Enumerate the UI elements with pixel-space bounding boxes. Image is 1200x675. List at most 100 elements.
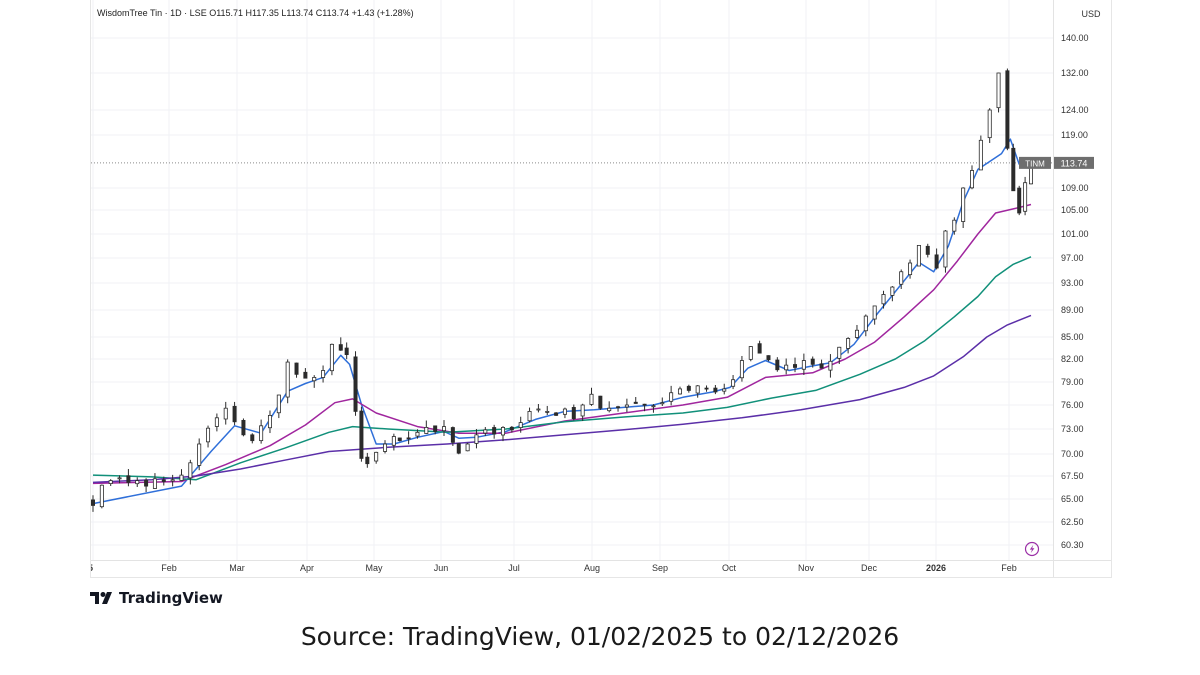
candle-body <box>633 401 638 404</box>
candlestick <box>660 397 665 406</box>
candlestick <box>562 407 567 419</box>
candlestick <box>321 365 326 383</box>
candlestick <box>863 314 868 337</box>
candlestick <box>144 478 149 493</box>
y-tick-label: 97.00 <box>1061 253 1084 263</box>
candle-body <box>731 379 736 387</box>
candle-body <box>259 425 264 442</box>
candlestick <box>713 384 718 395</box>
candle-body <box>374 451 379 462</box>
candle-body <box>267 414 272 429</box>
candle-body <box>872 305 877 320</box>
y-tick-label: 140.00 <box>1061 33 1089 43</box>
y-tick-label: 109.00 <box>1061 183 1089 193</box>
candlestick <box>607 401 612 413</box>
y-tick-label: 101.00 <box>1061 229 1089 239</box>
candle-body <box>518 422 523 428</box>
candlestick <box>695 385 700 398</box>
y-tick-label: 119.00 <box>1061 130 1088 140</box>
candlestick <box>837 346 842 364</box>
candle-body <box>152 478 157 489</box>
candlestick <box>259 419 264 444</box>
candle-body <box>527 410 532 422</box>
candle-body <box>415 431 420 437</box>
candle-body <box>846 338 851 349</box>
candle-body <box>483 429 488 434</box>
candle-body <box>1005 70 1010 149</box>
y-tick-label: 65.00 <box>1061 494 1084 504</box>
candlestick <box>303 368 308 379</box>
moving-average-line <box>92 256 1032 481</box>
x-tick-label: Nov <box>798 563 815 573</box>
candle-body <box>987 109 992 139</box>
candle-body <box>108 480 113 485</box>
candlestick <box>483 427 488 436</box>
price-chart[interactable]: 140.00 132.00 124.00 119.00 109.00 105.00 101.… <box>91 0 1111 577</box>
candlestick <box>925 243 930 258</box>
candle-body <box>1017 187 1022 214</box>
chart-area[interactable]: 140.00 132.00 124.00 119.00 109.00 105.00 101.… <box>90 0 1112 578</box>
candlestick <box>353 351 358 416</box>
candle-body <box>338 344 343 351</box>
candle-body <box>624 404 629 408</box>
candle-body <box>580 404 585 417</box>
y-tick-label: 89.00 <box>1061 305 1084 315</box>
x-tick-label: Aug <box>584 563 600 573</box>
candle-body <box>91 499 95 506</box>
candlestick <box>757 340 762 354</box>
candlestick <box>801 353 806 376</box>
candle-body <box>916 244 921 267</box>
candle-body <box>344 347 349 355</box>
candle-body <box>241 419 246 436</box>
x-tick-label: Oct <box>722 563 737 573</box>
candlestick <box>908 259 913 279</box>
x-tick-label: Jun <box>434 563 449 573</box>
candle-body <box>704 387 709 390</box>
candle-body <box>908 262 913 276</box>
x-tick-label: Jul <box>508 563 520 573</box>
candlestick <box>206 425 211 448</box>
candlestick <box>651 404 656 413</box>
candle-body <box>943 230 948 268</box>
candle-body <box>117 477 122 480</box>
candlestick <box>943 230 948 273</box>
candle-body <box>677 388 682 395</box>
candle-body <box>456 443 461 454</box>
candlestick <box>996 72 1001 113</box>
candle-body <box>232 405 237 423</box>
candlestick <box>433 425 438 435</box>
candlestick <box>766 355 771 362</box>
candlestick <box>267 410 272 434</box>
brand-name: TradingView <box>119 589 223 607</box>
candlestick <box>518 416 523 433</box>
candle-body <box>571 407 576 419</box>
candle-body <box>961 187 966 222</box>
candle-body <box>545 410 550 413</box>
candle-body <box>170 479 175 482</box>
candle-body <box>660 402 665 405</box>
candle-body <box>890 286 895 296</box>
candle-body <box>406 437 411 440</box>
candlestick <box>616 405 621 412</box>
source-caption: Source: TradingView, 01/02/2025 to 02/12… <box>300 622 900 651</box>
candle-body <box>739 360 744 379</box>
candlestick <box>108 479 113 487</box>
candlestick <box>704 385 709 392</box>
y-tick-label: 93.00 <box>1061 278 1084 288</box>
candle-body <box>1023 182 1028 212</box>
lightning-icon[interactable] <box>1024 541 1040 557</box>
candlestick <box>197 438 202 471</box>
candlestick <box>1017 185 1022 216</box>
candle-body <box>214 417 219 427</box>
candlestick <box>276 394 281 419</box>
candlestick <box>624 398 629 413</box>
currency-label[interactable]: USD <box>1081 9 1101 19</box>
candlestick <box>731 374 736 390</box>
candle-body <box>144 479 149 487</box>
candle-body <box>359 410 364 459</box>
candlestick <box>338 337 343 351</box>
candlestick <box>961 187 966 228</box>
candlestick <box>598 395 603 410</box>
x-tick-label: Feb <box>1001 563 1017 573</box>
candle-body <box>978 139 983 171</box>
